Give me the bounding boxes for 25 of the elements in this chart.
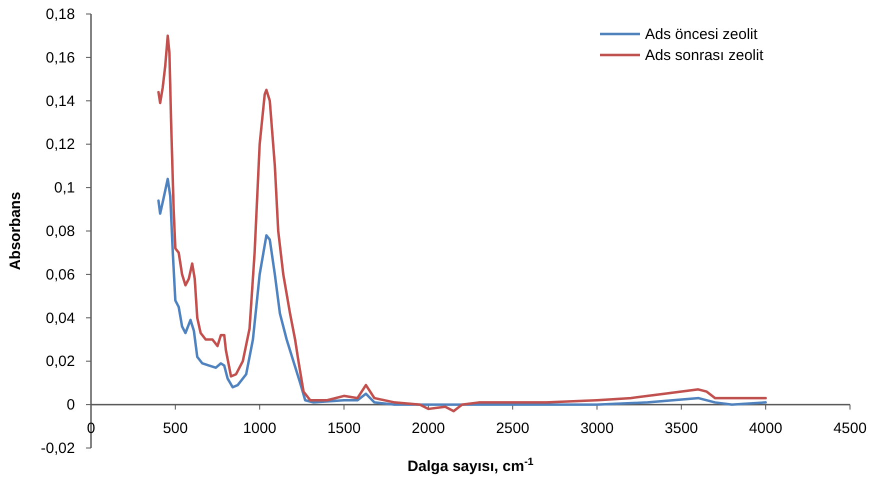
y-tick-label: -0,02 — [40, 440, 75, 457]
x-tick-label: 4500 — [833, 420, 867, 437]
y-tick-label: 0 — [66, 396, 75, 414]
line-series — [157, 178, 767, 406]
y-tick-label: 0,18 — [46, 6, 75, 23]
y-tick-label: 0,16 — [46, 49, 75, 66]
x-tick-label: 4000 — [748, 420, 782, 437]
y-tick-label: 0,06 — [46, 266, 75, 284]
y-tick-label: 0,04 — [46, 310, 75, 327]
x-tick-label: 500 — [162, 420, 188, 437]
y-tick-label: 0,12 — [46, 136, 75, 154]
x-tick-label: 1000 — [242, 420, 276, 437]
legend-label: Ads öncesi zeolit — [645, 26, 758, 43]
x-tick-label: 2000 — [412, 420, 446, 437]
legend-label: Ads sonrası zeolit — [645, 47, 764, 64]
x-tick-label: 1500 — [327, 420, 361, 437]
y-tick-label: 0,02 — [46, 353, 75, 370]
y-tick-label: 0,08 — [46, 223, 75, 240]
x-tick-label: 3000 — [580, 420, 614, 437]
y-tick-label: 0,14 — [46, 92, 75, 110]
y-tick-label: 0,1 — [54, 180, 75, 197]
x-axis-title: Dalga sayısı, cm$^{-1}$ — [407, 456, 534, 475]
x-tick-label: 2500 — [496, 420, 530, 437]
x-tick-label: 3500 — [664, 420, 698, 437]
y-axis-title: Absorbans — [7, 192, 24, 270]
